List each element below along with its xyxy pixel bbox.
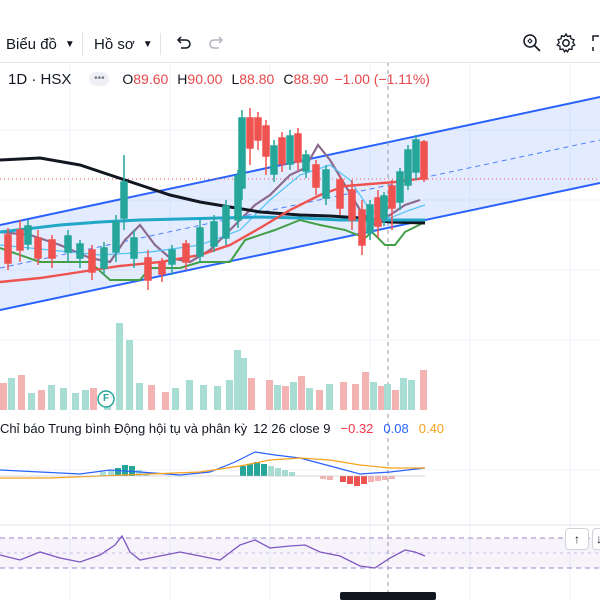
- interval-symbol[interactable]: 1D · HSX: [8, 70, 72, 88]
- high-value: 90.00: [187, 71, 223, 87]
- macd-legend: Chỉ báo Trung bình Động hội tụ và phân k…: [0, 418, 444, 438]
- volume-bars: [0, 323, 427, 410]
- undo-icon[interactable]: [170, 30, 196, 56]
- macd-line: [0, 451, 426, 476]
- macd-params: 12 26 close 9: [253, 420, 331, 436]
- macd-value: −0.32: [340, 420, 374, 436]
- toolbar-divider: [160, 33, 161, 55]
- top-toolbar: Biểu đồ ▼ Hồ sơ ▼: [0, 0, 600, 63]
- event-marker[interactable]: [97, 390, 115, 408]
- more-options-icon[interactable]: •••: [89, 72, 110, 86]
- high-key: H: [177, 71, 188, 87]
- profile-menu-label: Hồ sơ: [94, 35, 135, 53]
- pane-move-up-button[interactable]: ↑: [565, 528, 589, 550]
- rsi-line: [0, 534, 426, 569]
- close-key: C: [283, 71, 294, 87]
- macd-title[interactable]: Chỉ báo Trung bình Động hội tụ và phân k…: [0, 420, 248, 436]
- bottom-bar: [340, 592, 436, 600]
- channel-lower-line[interactable]: [0, 182, 600, 311]
- macd-hist-value: 0.40: [418, 420, 445, 436]
- green-band-line: [0, 218, 426, 281]
- open-key: O: [122, 71, 134, 87]
- rsi-band: [0, 538, 600, 568]
- redo-icon[interactable]: [204, 30, 230, 56]
- low-value: 88.80: [239, 71, 275, 87]
- symbol-legend: 1D · HSX ••• O 89.60 H 90.00 L 88.80 C 8…: [0, 68, 436, 90]
- change-value: −1.00 (−1.11%): [334, 71, 430, 87]
- macd-signal-value: 0.08: [383, 420, 409, 436]
- candles[interactable]: [4, 108, 428, 290]
- chevron-down-icon: ▼: [142, 38, 153, 50]
- open-value: 89.60: [133, 71, 169, 87]
- chart-menu-button[interactable]: Biểu đồ ▼: [6, 28, 75, 60]
- zoom-search-icon[interactable]: [519, 30, 545, 56]
- pane-move-down-button[interactable]: ↓: [592, 528, 600, 550]
- red-ma-line: [0, 176, 426, 284]
- event-marker-label: F: [102, 393, 110, 404]
- macd-signal-line: [0, 457, 425, 479]
- low-key: L: [231, 71, 240, 87]
- chevron-down-icon: ▼: [64, 38, 75, 50]
- settings-gear-icon[interactable]: [553, 30, 579, 56]
- chart-menu-label: Biểu đồ: [6, 35, 57, 53]
- profile-menu-button[interactable]: Hồ sơ ▼: [94, 28, 153, 60]
- fullscreen-icon[interactable]: [585, 30, 600, 56]
- toolbar-divider: [82, 33, 83, 55]
- close-value: 88.90: [293, 71, 329, 87]
